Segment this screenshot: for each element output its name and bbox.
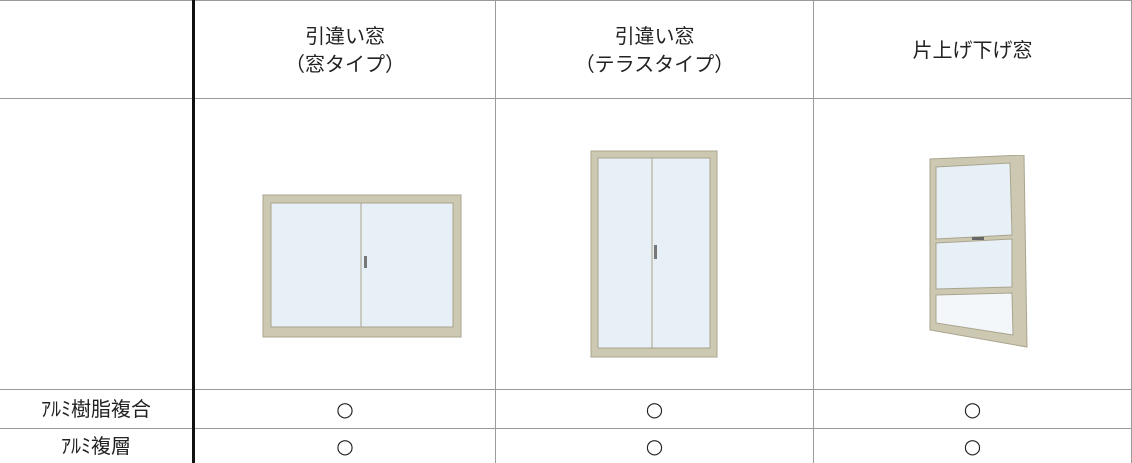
header-line: 引違い窓 bbox=[305, 23, 385, 48]
cell: ○ bbox=[336, 397, 354, 421]
header-line: 片上げ下げ窓 bbox=[912, 37, 1033, 62]
cell: ○ bbox=[645, 434, 664, 458]
rule bbox=[0, 0, 1132, 1]
rule bbox=[813, 0, 814, 463]
window-image bbox=[590, 150, 718, 358]
window-image bbox=[262, 194, 462, 338]
rule bbox=[0, 428, 1132, 429]
rule bbox=[192, 0, 195, 463]
rule bbox=[0, 98, 1132, 99]
column-header: 引違い窓 （テラスタイプ） bbox=[496, 1, 813, 98]
rule bbox=[0, 389, 1132, 390]
row-label: ｱﾙﾐ樹脂複合 bbox=[41, 397, 151, 421]
column-header: 引違い窓 （窓タイプ） bbox=[195, 1, 495, 98]
window-image bbox=[929, 155, 1028, 348]
cell: ○ bbox=[963, 434, 982, 458]
header-line: 引違い窓 bbox=[614, 23, 695, 48]
column-header: 片上げ下げ窓 bbox=[814, 1, 1131, 98]
cell: ○ bbox=[645, 397, 664, 421]
cell: ○ bbox=[336, 434, 354, 458]
cell: ○ bbox=[963, 397, 982, 421]
row-label: ｱﾙﾐ複層 bbox=[61, 434, 131, 458]
header-line: （テラスタイプ） bbox=[574, 51, 735, 76]
rule bbox=[495, 0, 496, 463]
header-line: （窓タイプ） bbox=[285, 51, 405, 76]
